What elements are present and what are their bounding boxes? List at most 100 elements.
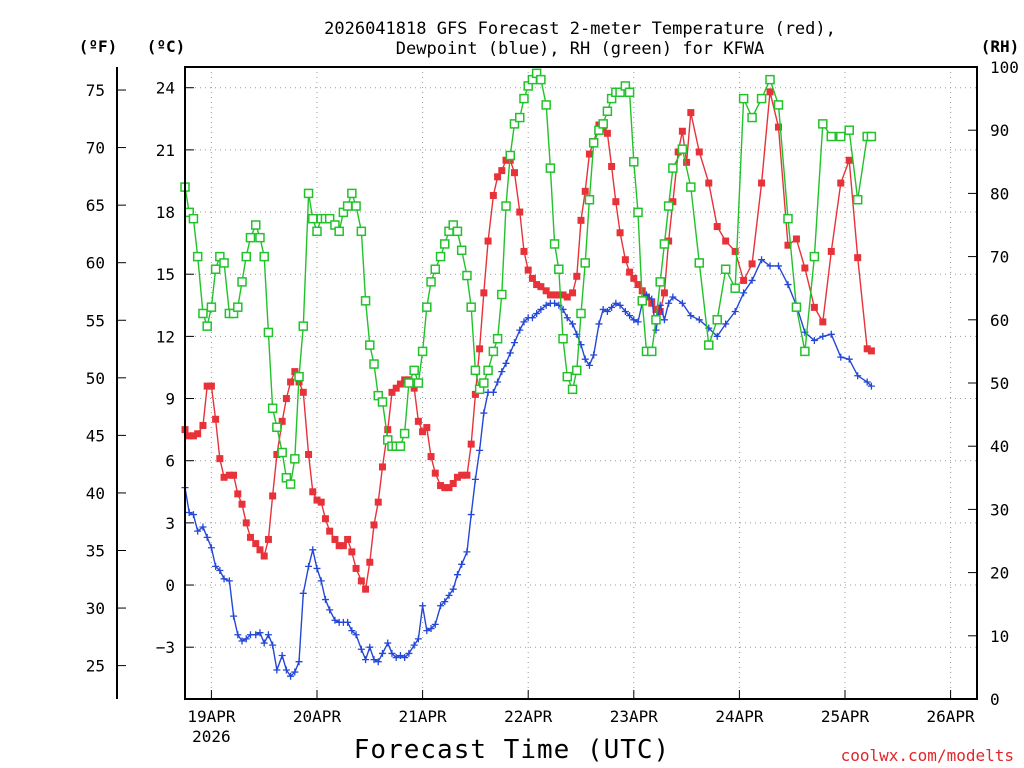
data-point xyxy=(562,371,573,382)
chart-title-line-2: Dewpoint (blue), RH (green) for KFWA xyxy=(396,39,764,59)
data-point xyxy=(362,585,370,593)
data-point xyxy=(202,321,212,331)
data-point xyxy=(189,511,197,519)
data-point xyxy=(845,156,853,164)
data-point xyxy=(245,232,256,243)
data-point xyxy=(819,318,827,326)
data-point xyxy=(800,346,810,357)
data-point xyxy=(370,656,378,664)
data-point xyxy=(866,131,877,142)
celsius-tick-label: −3 xyxy=(156,638,175,657)
data-point xyxy=(441,598,449,606)
data-point xyxy=(492,334,503,344)
data-point xyxy=(427,625,435,633)
celsius-unit-label: (ºC) xyxy=(147,37,186,56)
fahrenheit-tick-label: 40 xyxy=(86,484,105,503)
data-point xyxy=(335,542,343,550)
data-point xyxy=(536,74,546,85)
data-point xyxy=(295,658,303,666)
rh-tick-label: 10 xyxy=(990,627,1009,646)
data-point xyxy=(419,428,427,436)
data-point xyxy=(546,291,554,299)
data-point xyxy=(463,548,471,556)
data-point xyxy=(303,188,314,199)
data-point xyxy=(285,479,296,489)
x-tick-label: 21APR xyxy=(399,707,448,726)
data-point xyxy=(458,560,466,568)
data-point xyxy=(590,351,598,359)
rh-tick-label: 0 xyxy=(990,690,1000,709)
data-point xyxy=(351,201,361,211)
data-point xyxy=(515,112,525,123)
grid-lines xyxy=(185,67,977,699)
data-point xyxy=(863,345,871,353)
data-point xyxy=(488,346,499,357)
data-point xyxy=(199,523,207,531)
data-point xyxy=(453,571,461,579)
data-point xyxy=(616,301,624,309)
data-point xyxy=(585,150,593,158)
data-point xyxy=(207,382,215,390)
data-point xyxy=(502,359,510,367)
data-point xyxy=(652,326,660,334)
data-point xyxy=(612,198,620,206)
data-point xyxy=(634,281,642,289)
data-point xyxy=(272,422,282,432)
data-point xyxy=(683,158,691,166)
data-point xyxy=(712,315,722,325)
data-point xyxy=(321,596,329,604)
data-point xyxy=(634,318,642,326)
data-point xyxy=(792,235,800,243)
data-point xyxy=(409,365,419,376)
data-point xyxy=(766,88,774,96)
data-point xyxy=(445,484,453,492)
data-point xyxy=(348,548,356,556)
data-point xyxy=(516,208,524,216)
data-point xyxy=(401,654,409,662)
data-point xyxy=(260,639,268,647)
data-point xyxy=(694,258,705,268)
rh-tick-label: 100 xyxy=(990,58,1019,77)
data-point xyxy=(396,380,404,388)
data-point xyxy=(576,308,586,319)
data-point xyxy=(608,303,616,311)
data-point xyxy=(352,631,360,639)
data-point xyxy=(395,441,406,451)
data-point xyxy=(377,397,388,407)
data-point xyxy=(747,112,757,123)
data-point xyxy=(423,424,431,432)
data-point xyxy=(441,484,449,492)
data-point xyxy=(388,388,396,396)
plot-frame xyxy=(184,66,978,700)
data-point xyxy=(246,533,254,541)
data-point xyxy=(356,226,367,237)
data-point xyxy=(827,330,835,338)
credit-text: coolwx.com/modelts xyxy=(841,746,1014,765)
data-point xyxy=(233,302,243,312)
data-point xyxy=(533,281,541,289)
data-point xyxy=(440,239,450,249)
data-point xyxy=(321,515,329,523)
fahrenheit-tick-label: 30 xyxy=(86,599,105,618)
data-point xyxy=(324,213,335,224)
data-point xyxy=(648,295,656,303)
rh-tick-label: 50 xyxy=(990,374,1009,393)
fahrenheit-tick-label: 70 xyxy=(86,139,105,158)
data-point xyxy=(722,237,730,245)
data-point xyxy=(647,346,657,357)
data-point xyxy=(234,631,242,639)
data-point xyxy=(238,637,246,645)
data-point xyxy=(748,276,756,284)
data-point xyxy=(660,289,668,297)
data-point xyxy=(267,403,278,414)
data-point xyxy=(659,239,670,249)
data-point xyxy=(308,213,318,224)
data-point xyxy=(756,93,767,104)
data-point xyxy=(537,305,545,313)
data-point xyxy=(660,316,668,324)
data-point xyxy=(430,264,441,274)
data-point xyxy=(584,194,595,205)
data-point xyxy=(740,289,748,297)
data-point xyxy=(287,672,295,680)
